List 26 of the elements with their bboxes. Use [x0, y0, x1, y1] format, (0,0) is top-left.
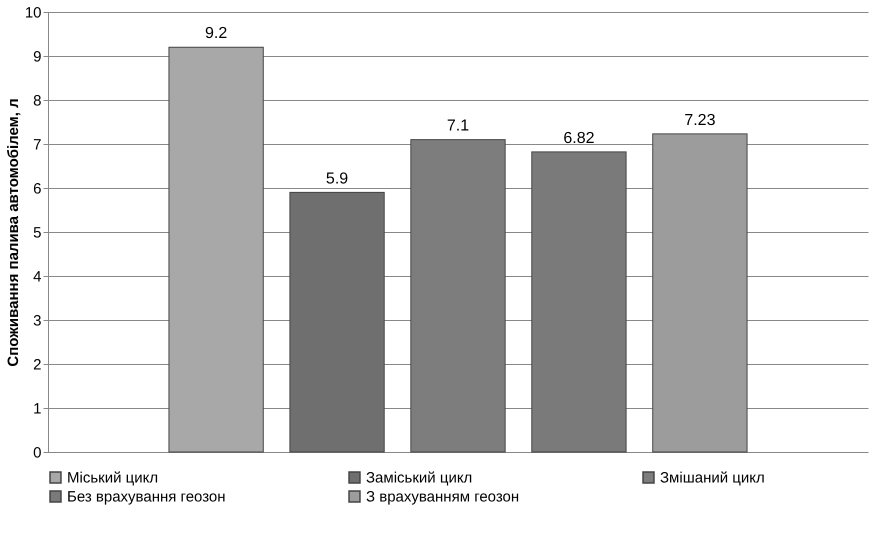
legend-label: Змішаний цикл — [660, 470, 765, 487]
legend-label: З врахуванням геозон — [366, 488, 520, 506]
y-tick-label: 3 — [33, 312, 42, 330]
data-label: 7.1 — [446, 118, 470, 135]
bar — [531, 151, 627, 452]
y-tick-label: 6 — [33, 180, 42, 198]
legend-label: Міський цикл — [67, 470, 158, 487]
y-tick-label: 7 — [33, 136, 42, 154]
data-label: 6.82 — [563, 130, 595, 147]
y-tick-label: 2 — [33, 356, 42, 374]
bar — [289, 192, 385, 452]
data-label: 5.9 — [326, 170, 348, 188]
y-tick-label: 1 — [33, 400, 42, 418]
legend-label: Без врахування геозон — [67, 488, 226, 506]
y-tick-label: 0 — [33, 444, 42, 462]
y-axis-title: Споживання палива автомобілем, л — [4, 98, 22, 367]
y-tick-label: 9 — [33, 48, 42, 66]
y-tick-label: 10 — [24, 4, 42, 22]
y-tick-label: 5 — [33, 224, 42, 242]
y-tick-label: 4 — [33, 268, 42, 286]
bar — [168, 46, 264, 452]
bar — [652, 133, 748, 452]
data-label: 9.2 — [204, 25, 228, 42]
legend-label: Заміський цикл — [366, 470, 472, 487]
y-tick-label: 8 — [33, 92, 42, 110]
data-label: 7.23 — [684, 112, 716, 129]
